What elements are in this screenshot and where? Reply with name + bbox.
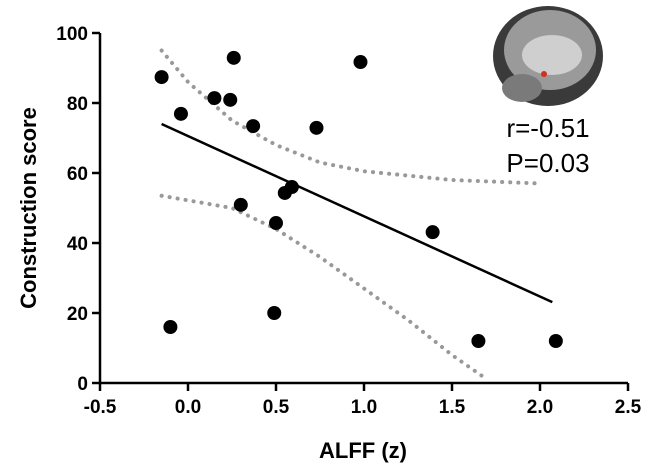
x-tick-label: -0.5 — [84, 397, 117, 418]
point — [471, 334, 486, 348]
confidence-band — [159, 193, 490, 382]
brain-white-matter — [522, 35, 582, 75]
point — [309, 120, 324, 135]
x-tick-label: 1.5 — [439, 397, 466, 418]
x-tick-label: 1.0 — [351, 397, 377, 418]
y-axis-title: Construction score — [16, 107, 41, 309]
fit-line — [161, 122, 553, 304]
point — [425, 225, 440, 240]
point — [207, 91, 222, 106]
point — [246, 119, 261, 134]
point — [223, 92, 238, 107]
annotation: r=-0.51 — [506, 113, 589, 143]
cerebellum — [502, 74, 542, 102]
point — [284, 180, 299, 194]
y-tick-label: 100 — [56, 24, 88, 45]
brain-inset — [490, 4, 604, 106]
point — [267, 306, 282, 320]
y-tick-label: 40 — [67, 234, 88, 255]
x-axis-title: ALFF (z) — [319, 438, 407, 463]
point — [154, 70, 169, 85]
point — [353, 55, 368, 70]
point — [233, 197, 248, 212]
y-tick-label: 20 — [67, 304, 88, 325]
y-tick-label: 80 — [67, 94, 88, 115]
x-tick-label: 2.5 — [615, 397, 642, 418]
point — [173, 106, 188, 121]
x-tick-label: 2.0 — [527, 397, 553, 418]
annotation: P=0.03 — [506, 148, 589, 178]
point — [226, 50, 241, 65]
confidence-band — [159, 48, 542, 186]
point — [548, 334, 563, 348]
y-tick-label: 60 — [67, 164, 88, 185]
x-tick-label: 0.5 — [263, 397, 290, 418]
point — [269, 216, 283, 231]
x-tick-label: 0.0 — [175, 397, 201, 418]
y-tick-label: 0 — [77, 374, 88, 395]
point — [163, 320, 178, 334]
region-marker — [541, 71, 547, 77]
